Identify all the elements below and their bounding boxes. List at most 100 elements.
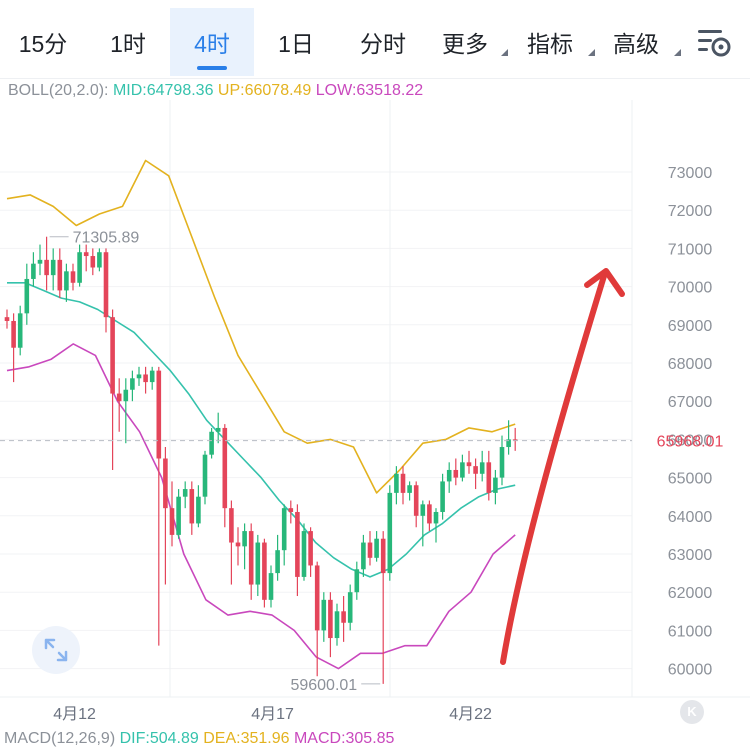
candle-body xyxy=(248,531,254,585)
y-tick-label: 64000 xyxy=(668,509,713,526)
time-axis: 4月12 4月17 4月22 xyxy=(53,706,492,723)
last-price-label: 65968.01 xyxy=(657,434,724,451)
candle-body xyxy=(103,252,109,318)
candle-body xyxy=(202,454,208,497)
tab-timeshare[interactable]: 分时 xyxy=(338,8,428,76)
y-tick-label: 67000 xyxy=(668,394,713,411)
macd-dea-value: DEA:351.96 xyxy=(203,730,290,747)
boll-up-value: UP:66078.49 xyxy=(217,82,312,99)
y-tick-label: 65000 xyxy=(668,471,713,488)
tab-label: 1日 xyxy=(278,31,314,57)
candle-body xyxy=(110,317,115,394)
tab-label: 1时 xyxy=(110,31,146,57)
candle-body xyxy=(288,508,294,512)
expand-chart-button[interactable] xyxy=(32,626,80,674)
candle-body xyxy=(433,511,439,524)
candle-body xyxy=(116,393,122,402)
candle-body xyxy=(235,542,241,547)
candle-body xyxy=(427,504,432,524)
candle-body xyxy=(460,462,465,478)
dropdown-triangle-icon xyxy=(588,49,595,56)
candle-body xyxy=(64,271,69,291)
active-tab-underline xyxy=(197,66,227,70)
candle-body xyxy=(295,511,300,577)
candle-body xyxy=(275,550,280,574)
tab-label: 更多 xyxy=(442,31,488,57)
candle-body xyxy=(281,508,287,551)
candle-body xyxy=(196,496,201,524)
tab-label: 15分 xyxy=(18,31,68,57)
tab-1day[interactable]: 1日 xyxy=(254,8,338,76)
y-tick-label: 62000 xyxy=(668,585,713,602)
x-tick-label: 4月17 xyxy=(251,706,294,723)
expand-arrows-icon xyxy=(44,638,68,662)
candle-body xyxy=(31,263,36,279)
candle-body xyxy=(380,538,386,574)
candle-body xyxy=(479,462,485,474)
candle-body xyxy=(308,531,313,566)
tab-label: 4时 xyxy=(194,31,230,57)
candle-body xyxy=(400,473,406,493)
candle-body xyxy=(268,573,274,600)
candle-body xyxy=(229,508,234,543)
candle-body xyxy=(473,466,478,474)
arrow-shaft xyxy=(500,273,607,665)
macd-value: MACD:305.85 xyxy=(293,730,395,747)
candle-body xyxy=(136,374,142,379)
y-tick-label: 73000 xyxy=(668,165,713,182)
high-price-label: 71305.89 xyxy=(73,230,140,247)
candle-body xyxy=(466,462,472,467)
dropdown-triangle-icon xyxy=(674,49,681,56)
low-price-label: 59600.01 xyxy=(290,677,357,694)
candle-body xyxy=(262,542,267,600)
candle-body xyxy=(222,427,228,509)
y-tick-label: 70000 xyxy=(668,280,713,297)
candle-body xyxy=(512,439,518,441)
x-tick-label: 4月12 xyxy=(53,706,96,723)
candle-body xyxy=(486,462,492,493)
macd-dif-value: DIF:504.89 xyxy=(119,730,199,747)
y-tick-label: 69000 xyxy=(668,318,713,335)
macd-legend: MACD(12,26,9) DIF:504.89 DEA:351.96 MACD… xyxy=(4,730,394,748)
candle-body xyxy=(50,259,56,276)
candle-body xyxy=(407,485,412,493)
bollinger-bands xyxy=(6,159,516,670)
boll-name: BOLL(20,2.0): xyxy=(8,82,109,99)
boll-up-line xyxy=(6,159,516,494)
candle-body xyxy=(413,485,419,516)
candle-body xyxy=(176,496,181,535)
candle-body xyxy=(347,592,353,623)
candle-body xyxy=(149,370,155,383)
arrow-head xyxy=(584,268,625,297)
candle-body xyxy=(77,252,82,283)
candle-body xyxy=(387,492,393,574)
candle-body xyxy=(4,317,10,321)
tab-1hour[interactable]: 1时 xyxy=(86,8,170,76)
candle-body xyxy=(394,473,399,493)
candle-body xyxy=(255,542,261,585)
kline-switch-icon[interactable]: K xyxy=(680,700,704,724)
boll-mid-line xyxy=(7,281,516,578)
candle-body xyxy=(182,489,188,497)
boll-legend: BOLL(20,2.0): MID:64798.36 UP:66078.49 L… xyxy=(8,82,423,100)
tab-label: 指标 xyxy=(527,31,573,57)
candle-body xyxy=(169,508,175,535)
chart-settings-icon[interactable] xyxy=(696,26,732,60)
candle-body xyxy=(215,427,221,432)
candle-body xyxy=(11,320,16,348)
candle-body xyxy=(506,439,511,448)
boll-low-line xyxy=(6,343,516,670)
candle-body xyxy=(90,256,96,268)
tab-indicators-dropdown[interactable]: 指标 xyxy=(527,8,595,76)
tab-more-dropdown[interactable]: 更多 xyxy=(442,8,508,76)
candle-body xyxy=(70,271,76,283)
tab-15min[interactable]: 15分 xyxy=(0,8,86,76)
candle-body xyxy=(354,569,360,593)
candle-body xyxy=(242,531,247,547)
tab-4hour[interactable]: 4时 xyxy=(170,8,254,76)
candle-body xyxy=(189,489,195,524)
boll-mid-value: MID:64798.36 xyxy=(112,82,214,99)
candle-body xyxy=(440,481,445,512)
tab-advanced-dropdown[interactable]: 高级 xyxy=(613,8,681,76)
